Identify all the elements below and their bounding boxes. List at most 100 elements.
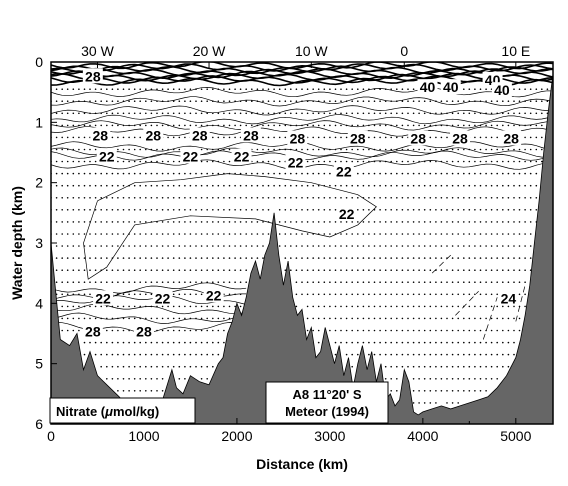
sample-dot <box>451 184 454 187</box>
variable-label-box: Nitrate (μmol/kg) <box>49 397 196 424</box>
sample-dot <box>524 160 526 163</box>
sample-dot <box>111 209 114 211</box>
sample-dot <box>418 112 420 115</box>
sample-dot <box>401 88 404 90</box>
sample-dot <box>128 136 130 139</box>
sample-dot <box>106 353 108 356</box>
sample-dot <box>345 257 348 259</box>
sample-dot <box>357 221 359 223</box>
sample-dot <box>407 233 409 235</box>
sample-dot <box>440 148 443 151</box>
sample-dot <box>61 317 63 320</box>
sample-dot <box>384 257 387 259</box>
sample-dot <box>184 172 186 175</box>
sample-dot <box>490 221 493 223</box>
sample-dot <box>529 148 532 151</box>
sample-dot <box>89 341 91 344</box>
x-axis-title: Distance (km) <box>256 456 348 472</box>
sample-dot <box>396 221 398 223</box>
sample-dot <box>94 233 97 235</box>
surface-contour-band <box>51 62 553 87</box>
sample-dot <box>485 88 487 90</box>
sample-dot <box>340 329 342 332</box>
sample-dot <box>55 100 58 102</box>
sample-dot <box>468 88 471 90</box>
sample-dot <box>55 88 58 90</box>
sample-dot <box>267 197 270 199</box>
sample-dot <box>334 209 337 211</box>
sample-dot <box>423 293 426 296</box>
sample-dot <box>111 172 114 175</box>
sample-dot <box>156 245 158 247</box>
sample-dot <box>407 365 409 368</box>
sample-dot <box>507 233 510 235</box>
sample-dot <box>412 172 415 175</box>
sample-dot <box>122 257 125 259</box>
sample-dot <box>217 184 220 187</box>
sample-dot <box>468 197 471 199</box>
sample-dot <box>396 341 398 344</box>
sample-dot <box>529 257 532 259</box>
sample-dot <box>423 341 426 344</box>
sample-dot <box>418 390 420 392</box>
sample-dot <box>139 281 141 284</box>
sample-dot <box>340 221 342 223</box>
sample-dot <box>485 257 487 259</box>
sample-dot <box>306 88 309 90</box>
sample-dot <box>496 245 499 247</box>
sample-dot <box>502 329 504 332</box>
sample-dot <box>139 305 141 308</box>
sample-dot <box>502 100 504 102</box>
sample-dot <box>518 317 521 320</box>
sample-dot <box>345 269 348 272</box>
sample-dot <box>429 184 432 187</box>
sample-dot <box>189 112 192 115</box>
sample-dot <box>463 233 465 235</box>
sample-dot <box>457 317 460 320</box>
sample-dot <box>390 172 393 175</box>
sample-dot <box>379 148 381 151</box>
sample-dot <box>373 281 376 284</box>
sample-dot <box>161 112 164 115</box>
sample-dot <box>128 88 130 90</box>
sample-dot <box>184 184 186 187</box>
sample-dot <box>312 136 315 139</box>
sample-dot <box>468 124 471 127</box>
sample-dot <box>507 341 510 344</box>
sample-dot <box>513 148 515 151</box>
sample-dot <box>195 281 197 284</box>
sample-dot <box>100 281 102 284</box>
sample-dot <box>83 88 86 90</box>
sample-dot <box>66 197 69 199</box>
sample-dot <box>72 221 75 223</box>
sample-dot <box>407 184 409 187</box>
sample-dot <box>167 269 169 272</box>
sample-dot <box>167 160 169 163</box>
sample-dot <box>345 136 348 139</box>
sample-dot <box>323 197 326 199</box>
sample-dot <box>195 365 197 368</box>
sample-dot <box>524 148 526 151</box>
sample-dot <box>368 317 370 320</box>
sample-dot <box>133 305 136 308</box>
sample-dot <box>117 221 119 223</box>
sample-dot <box>390 329 393 332</box>
sample-dot <box>474 209 476 211</box>
y-tick-label: 5 <box>35 356 43 372</box>
sample-dot <box>122 233 125 235</box>
sample-dot <box>145 112 147 115</box>
sample-dot <box>145 233 147 235</box>
contour-label-text: 22 <box>339 206 355 222</box>
sample-dot <box>145 209 147 211</box>
sample-dot <box>172 233 175 235</box>
sample-dot <box>474 233 476 235</box>
sample-dot <box>345 329 348 332</box>
sample-dot <box>362 245 365 247</box>
sample-dot <box>407 112 409 115</box>
sample-dot <box>167 257 169 259</box>
sample-dot <box>429 378 432 380</box>
sample-dot <box>295 281 298 284</box>
sample-dot <box>172 112 175 115</box>
sample-dot <box>357 88 359 90</box>
